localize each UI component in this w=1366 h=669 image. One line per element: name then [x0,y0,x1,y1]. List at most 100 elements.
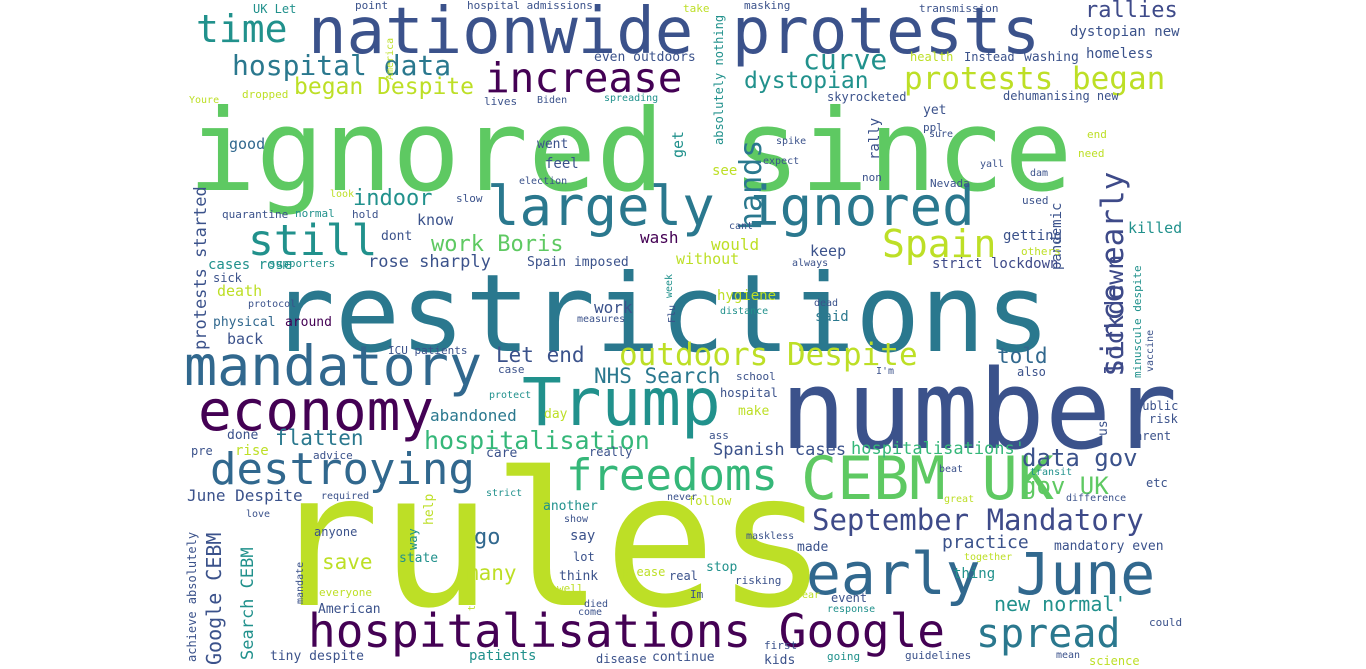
word: dam [1030,168,1049,179]
word: take [683,2,710,15]
word: Spanish cases [713,440,847,460]
word: CEBM UK [801,444,1054,514]
word: abandoned [430,406,517,425]
word: think [559,569,599,584]
word: increase [485,54,683,102]
word: back [227,330,264,348]
word: health [910,50,954,64]
word: died [584,599,609,610]
word: went [537,137,569,152]
word: restrictions [270,252,1051,377]
word: us [1096,420,1111,436]
word: early June [806,540,1156,608]
word: get [669,130,687,158]
word: kids [764,653,796,668]
word: help [422,493,437,525]
word: washing [1024,50,1079,65]
word: transmission [919,2,999,15]
word: spread [976,611,1121,657]
word: never [667,492,698,503]
word: work Boris [431,232,564,257]
word: slow [456,192,483,205]
word: destroying [210,444,475,495]
word: dropped [242,88,289,101]
word: Biden [537,95,568,106]
word: lot [573,550,595,564]
word: indoor [353,186,433,211]
word: arent [1135,429,1172,443]
word: year [796,590,821,601]
word: really [589,445,633,459]
word: election [519,176,568,187]
word: normal [295,207,335,220]
word: Youre [189,95,220,106]
word: look [330,189,355,200]
word: many [466,561,517,585]
word: see [712,163,738,179]
word: new normal' [994,592,1127,616]
word: hands [734,139,769,230]
word: show [564,514,589,525]
word: would [711,235,760,254]
word: outdoors Despite [619,337,918,373]
word: number [780,346,1178,474]
word: lives [484,95,518,108]
word: always [792,258,829,269]
word: hospital [720,386,778,400]
word: ass [709,429,729,442]
word: real [669,569,698,583]
word: death [217,282,263,300]
word: absolutely nothing [712,14,726,145]
word: dead [814,298,839,309]
word: protocol [248,299,297,310]
word: patients [469,648,537,664]
word: Spain [882,222,997,266]
word: well [557,582,584,595]
word: come [578,607,603,618]
word: time [196,7,288,51]
word: point [355,0,389,12]
word: public [1135,399,1179,413]
word: know [417,211,454,229]
word: hygiene [717,288,777,304]
word: used [1022,194,1049,207]
word: vaccine [1145,329,1156,372]
word: mean [1056,650,1081,661]
word: Im [690,588,704,601]
word: largely ignored [487,175,975,238]
word: also [1017,365,1046,379]
word: hospitalisation [424,426,650,455]
word: guidelines [905,649,972,662]
word: continue [652,650,715,665]
word: made [797,540,829,555]
word: minuscule despite [1131,265,1144,378]
word: flatten [275,426,364,450]
word: supporters [269,257,336,270]
word: great [944,494,975,505]
word: Instead [964,50,1015,64]
word: week [664,273,675,298]
word: keep [810,242,847,260]
word: economy [198,379,435,444]
word: killed [1128,219,1183,237]
word: going [827,650,861,663]
word: risking [735,574,782,587]
word: hospital data [232,49,452,82]
word: cases rose [208,257,293,273]
word: around [285,315,332,330]
word: hospital admissions [467,0,593,12]
word: lockdown [1100,254,1129,375]
word: done [227,428,259,443]
word: risk [1149,412,1178,426]
word: wash [640,228,679,247]
word: care [486,446,518,461]
word: June Despite [187,486,303,505]
word: end [1087,128,1107,141]
word: protests began [904,61,1166,97]
word: physical [213,315,276,330]
word: yall [980,159,1005,170]
word: Flu [667,304,678,323]
word: spike [776,136,807,147]
word: said [815,309,849,325]
word: state [399,551,439,566]
